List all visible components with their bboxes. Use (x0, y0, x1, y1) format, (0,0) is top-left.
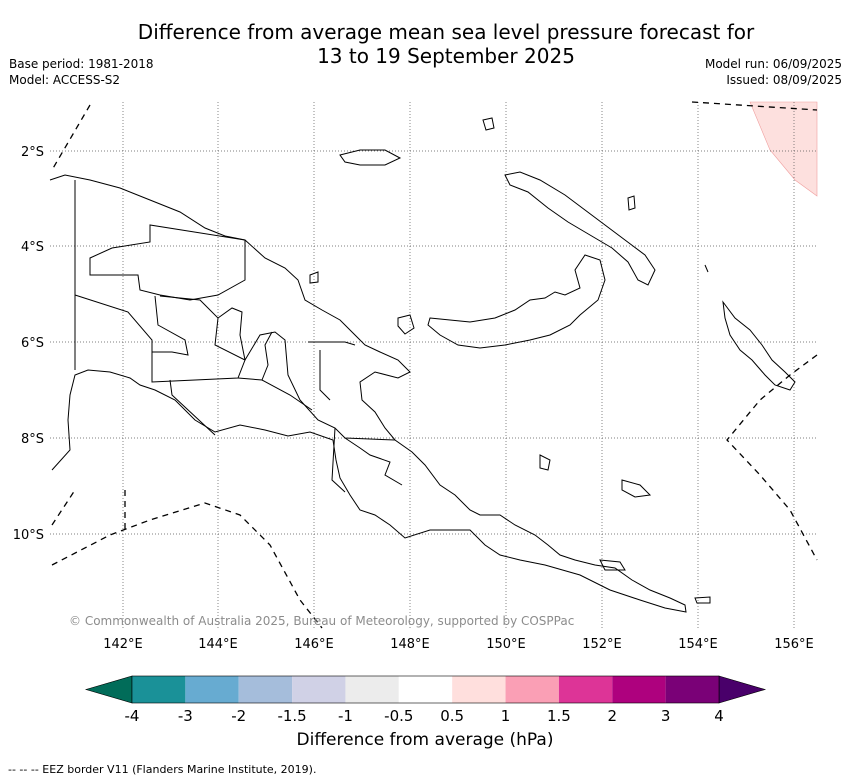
colorbar-label: Difference from average (hPa) (296, 730, 554, 750)
colorbar-bin (398, 676, 453, 703)
lon-label: 142°E (103, 637, 143, 652)
colorbar-tick-label: -3 (178, 707, 193, 725)
colorbar-bin (452, 676, 506, 703)
model-run: Model run: 06/09/2025 (704, 57, 842, 71)
latitude-labels: 2°S 4°S 6°S 8°S 10°S (13, 145, 44, 543)
lat-label: 10°S (13, 528, 44, 543)
lat-label: 6°S (21, 336, 44, 351)
colorbar-bin (665, 676, 719, 703)
lat-label: 8°S (21, 432, 44, 447)
title-line-2: 13 to 19 September 2025 (317, 44, 575, 68)
map-title: Difference from average mean sea level p… (0, 20, 850, 68)
colorbar-bin (238, 676, 293, 703)
colorbar-tick-label: -1.5 (277, 707, 306, 725)
colorbar-bin (292, 676, 346, 703)
colorbar-bin (558, 676, 613, 703)
lon-label: 156°E (774, 637, 814, 652)
lon-label: 152°E (582, 637, 622, 652)
lat-label: 2°S (21, 145, 44, 160)
colorbar-bin (185, 676, 239, 703)
colorbar-tick-label: -2 (231, 707, 246, 725)
colorbar-over-arrow (718, 675, 767, 704)
colorbar-tick-label: -0.5 (384, 707, 413, 725)
issued-date: Issued: 08/09/2025 (726, 73, 842, 87)
new-guinea-coast (49, 174, 687, 613)
colorbar-tick-label: -1 (338, 707, 353, 725)
bougainville-coast (722, 300, 796, 391)
footnote: -- -- -- EEZ border V11 (Flanders Marine… (8, 763, 317, 776)
colorbar-tick-label: 1 (501, 707, 511, 725)
colorbar-tick-label: 1.5 (547, 707, 571, 725)
coastlines (49, 117, 796, 613)
copyright-notice: © Commonwealth of Australia 2025, Bureau… (69, 614, 575, 628)
lon-label: 144°E (198, 637, 238, 652)
colorbar-bin (132, 676, 186, 703)
meta-left: Base period: 1981-2018 Model: ACCESS-S2 (9, 56, 154, 88)
title-line-1: Difference from average mean sea level p… (137, 20, 755, 44)
map-panel: 2°S 4°S 6°S 8°S 10°S 142°E 144°E 146°E 1… (13, 101, 818, 652)
lat-label: 4°S (21, 240, 44, 255)
colorbar-tick-label: 4 (714, 707, 724, 725)
colorbar-tick-label: -4 (125, 707, 140, 725)
new-britain-coast (427, 254, 606, 349)
colorbar: -4 -3 -2 -1.5 -1 -0.5 0.5 1 1.5 2 3 4 (84, 675, 767, 725)
lon-label: 150°E (486, 637, 526, 652)
colorbar-under-arrow (84, 675, 133, 704)
colorbar-tick-label: 2 (607, 707, 617, 725)
lon-label: 148°E (390, 637, 430, 652)
lon-label: 146°E (294, 637, 334, 652)
gridlines (50, 102, 817, 628)
model-name: Model: ACCESS-S2 (9, 73, 121, 87)
colorbar-bin (505, 676, 559, 703)
colorbar-outline (131, 675, 720, 704)
lon-label: 154°E (678, 637, 718, 652)
new-ireland-coast (504, 171, 656, 286)
province-boundaries (74, 180, 403, 493)
pressure-anomaly-area (749, 101, 818, 197)
eez-borders (51, 101, 818, 629)
colorbar-tick-label: 0.5 (440, 707, 464, 725)
colorbar-bin (345, 676, 399, 703)
meta-right: Model run: 06/09/2025 Issued: 08/09/2025 (705, 56, 842, 88)
base-period: Base period: 1981-2018 (9, 57, 154, 71)
colorbar-tick-label: 3 (661, 707, 671, 725)
longitude-labels: 142°E 144°E 146°E 148°E 150°E 152°E 154°… (103, 637, 814, 652)
colorbar-bin (612, 676, 666, 703)
